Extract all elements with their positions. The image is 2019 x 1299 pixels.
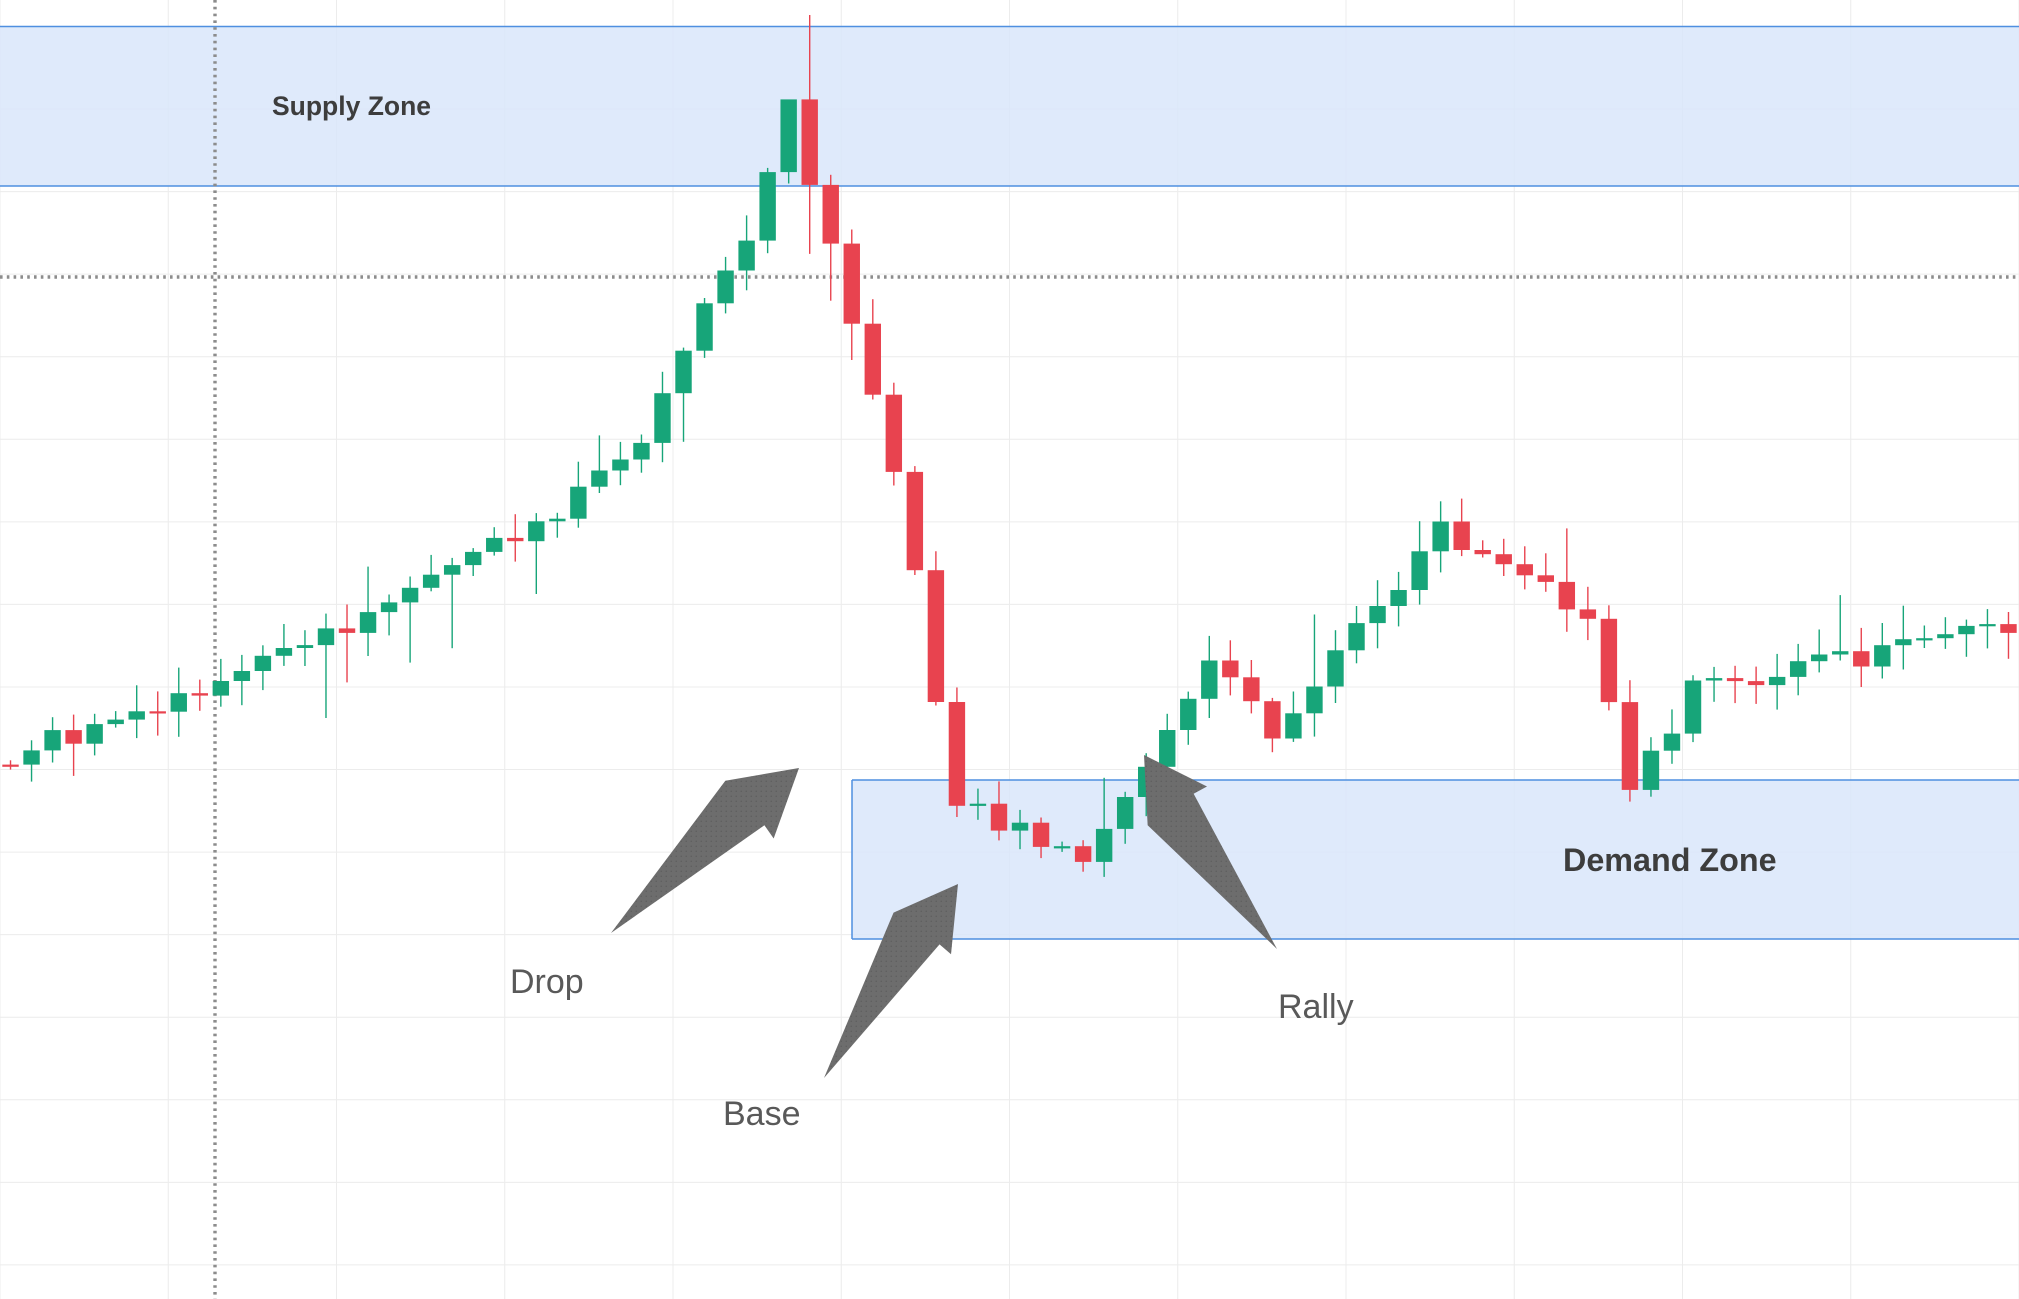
svg-text:Supply Zone: Supply Zone <box>272 91 431 121</box>
svg-text:Demand Zone: Demand Zone <box>1563 842 1777 878</box>
svg-text:Base: Base <box>723 1095 801 1133</box>
svg-text:Drop: Drop <box>510 963 584 1001</box>
svg-text:Rally: Rally <box>1278 988 1354 1026</box>
